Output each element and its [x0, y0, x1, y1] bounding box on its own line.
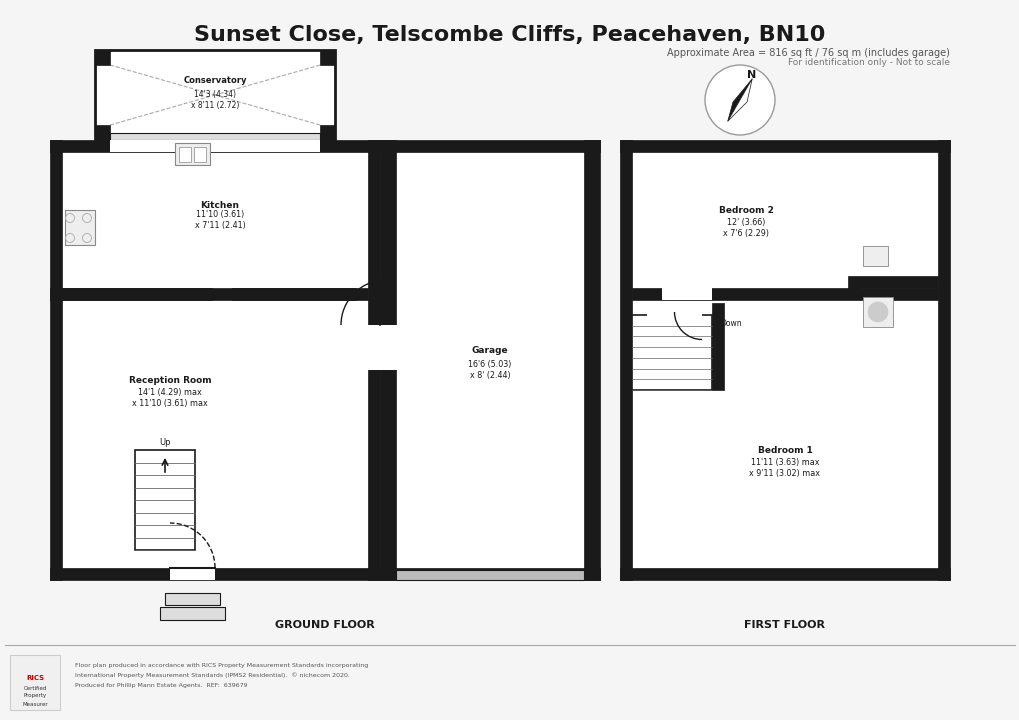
Bar: [380, 568, 599, 580]
Text: 12' (3.66)
x 7'6 (2.29): 12' (3.66) x 7'6 (2.29): [722, 218, 768, 238]
Bar: [50, 288, 356, 300]
Bar: [160, 607, 225, 620]
Bar: [632, 315, 711, 390]
Text: Bedroom 1: Bedroom 1: [757, 446, 812, 454]
Bar: [620, 140, 949, 152]
Text: Measurer: Measurer: [22, 701, 48, 706]
Polygon shape: [727, 78, 751, 121]
Text: Conservatory: Conservatory: [183, 76, 247, 84]
Text: N: N: [747, 70, 756, 80]
Bar: [165, 593, 220, 605]
Bar: [847, 288, 859, 292]
Bar: [632, 152, 937, 568]
Bar: [110, 140, 320, 152]
Bar: [320, 125, 334, 140]
Text: Up: Up: [159, 438, 170, 446]
Bar: [632, 288, 937, 300]
Circle shape: [867, 302, 888, 322]
Text: Down: Down: [719, 318, 741, 328]
Bar: [937, 140, 949, 580]
Circle shape: [704, 65, 774, 135]
Bar: [95, 125, 110, 140]
Bar: [584, 140, 599, 580]
Text: Reception Room: Reception Room: [128, 376, 211, 384]
Bar: [50, 140, 62, 580]
Bar: [95, 50, 110, 65]
Bar: [62, 152, 368, 568]
Text: International Property Measurement Standards (IPMS2 Residential).  © nichecom 20: International Property Measurement Stand…: [75, 672, 350, 678]
Bar: [862, 246, 888, 266]
Bar: [620, 140, 632, 580]
Bar: [62, 288, 212, 300]
Polygon shape: [727, 78, 751, 121]
Bar: [50, 568, 380, 580]
Text: Garage: Garage: [471, 346, 507, 354]
Bar: [661, 288, 711, 300]
Bar: [50, 140, 380, 152]
Text: Sunset Close, Telscombe Cliffs, Peacehaven, BN10: Sunset Close, Telscombe Cliffs, Peacehav…: [195, 25, 824, 45]
Bar: [395, 152, 584, 568]
Text: 11'11 (3.63) max
x 9'11 (3.02) max: 11'11 (3.63) max x 9'11 (3.02) max: [749, 459, 819, 477]
Bar: [847, 276, 937, 288]
Text: For identification only - Not to scale: For identification only - Not to scale: [788, 58, 949, 67]
Bar: [65, 210, 95, 245]
Bar: [175, 143, 210, 165]
Bar: [380, 140, 395, 580]
Text: Produced for Phillip Mann Estate Agents.  REF:  639679: Produced for Phillip Mann Estate Agents.…: [75, 683, 248, 688]
Bar: [862, 297, 892, 327]
Text: 14'3 (4.34)
x 8'11 (2.72): 14'3 (4.34) x 8'11 (2.72): [191, 90, 238, 109]
Bar: [110, 132, 320, 140]
Bar: [320, 50, 334, 65]
Text: 11'10 (3.61)
x 7'11 (2.41): 11'10 (3.61) x 7'11 (2.41): [195, 210, 246, 230]
Text: GROUND FLOOR: GROUND FLOOR: [275, 620, 375, 630]
Bar: [231, 288, 368, 300]
Bar: [368, 325, 401, 370]
Text: 16'6 (5.03)
x 8' (2.44): 16'6 (5.03) x 8' (2.44): [468, 360, 512, 379]
Text: Certified: Certified: [23, 685, 47, 690]
Text: Bedroom 2: Bedroom 2: [717, 205, 772, 215]
Bar: [178, 147, 191, 162]
Bar: [368, 140, 380, 580]
Text: Property: Property: [23, 693, 47, 698]
Bar: [135, 450, 195, 550]
Bar: [847, 236, 859, 276]
Bar: [620, 568, 949, 580]
Bar: [380, 140, 599, 152]
Text: RICS: RICS: [25, 675, 44, 681]
Text: Kitchen: Kitchen: [201, 200, 239, 210]
Bar: [95, 50, 334, 140]
Text: 14'1 (4.29) max
x 11'10 (3.61) max: 14'1 (4.29) max x 11'10 (3.61) max: [132, 388, 208, 408]
Bar: [194, 147, 206, 162]
Bar: [10, 655, 60, 710]
Bar: [395, 570, 584, 580]
Bar: [711, 303, 723, 390]
Text: Floor plan produced in accordance with RICS Property Measurement Standards incor: Floor plan produced in accordance with R…: [75, 662, 368, 667]
Text: Approximate Area = 816 sq ft / 76 sq m (includes garage): Approximate Area = 816 sq ft / 76 sq m (…: [666, 48, 949, 58]
Bar: [170, 568, 215, 580]
Bar: [646, 312, 701, 324]
Text: FIRST FLOOR: FIRST FLOOR: [744, 620, 824, 630]
